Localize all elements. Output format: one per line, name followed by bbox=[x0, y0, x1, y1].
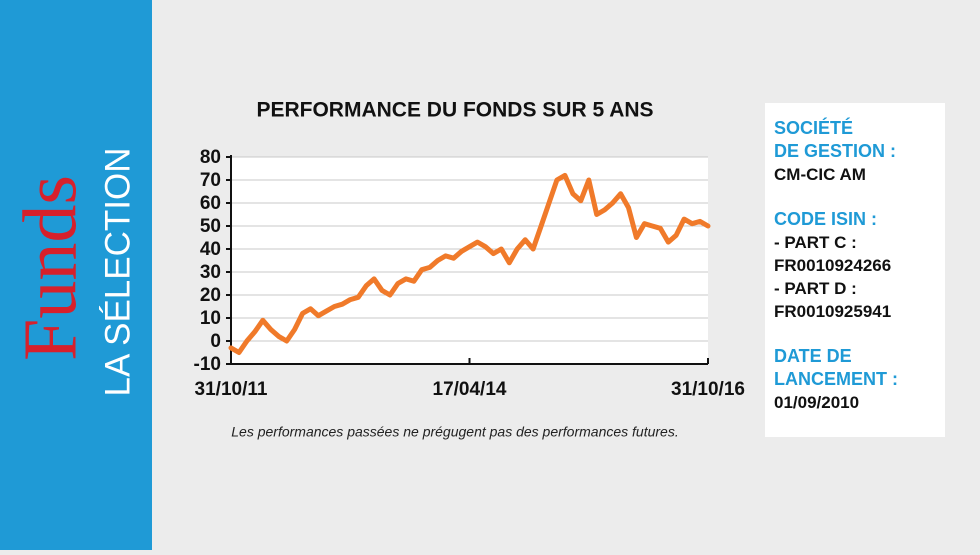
chart: PERFORMANCE DU FONDS SUR 5 ANS Les perfo… bbox=[194, 99, 745, 440]
y-tick-label: 50 bbox=[200, 216, 221, 237]
y-tick-label: 70 bbox=[200, 170, 221, 191]
x-tick-label: 17/04/14 bbox=[433, 379, 507, 400]
info-box: SOCIÉTÉ DE GESTION : CM-CIC AM CODE ISIN… bbox=[765, 103, 945, 437]
y-tick-label: 80 bbox=[200, 147, 221, 168]
y-tick-label: 60 bbox=[200, 193, 221, 214]
y-tick-label: -10 bbox=[194, 354, 221, 375]
chart-title: PERFORMANCE DU FONDS SUR 5 ANS bbox=[256, 99, 653, 122]
y-tick-label: 0 bbox=[210, 331, 221, 352]
info-label: DATE DE bbox=[774, 346, 852, 366]
y-tick-label: 30 bbox=[200, 262, 221, 283]
info-value: FR0010924266 bbox=[774, 256, 892, 275]
info-value: CM-CIC AM bbox=[774, 165, 866, 184]
info-value: 01/09/2010 bbox=[774, 393, 860, 412]
x-tick-label: 31/10/11 bbox=[195, 379, 268, 400]
info-value: - PART C : bbox=[774, 233, 857, 252]
info-value: - PART D : bbox=[774, 279, 857, 298]
info-label: DE GESTION : bbox=[774, 141, 897, 161]
info-value: FR0010925941 bbox=[774, 302, 892, 321]
banner-title: Funds bbox=[8, 175, 92, 361]
chart-note: Les performances passées ne prégugent pa… bbox=[231, 424, 678, 440]
data-line bbox=[228, 172, 711, 355]
info-label: SOCIÉTÉ bbox=[774, 118, 854, 138]
banner: Funds LA SÉLECTION bbox=[0, 0, 152, 550]
banner-subtitle: LA SÉLECTION bbox=[98, 148, 137, 397]
y-tick-label: 10 bbox=[200, 308, 221, 329]
info-label: LANCEMENT : bbox=[774, 369, 898, 389]
banner-svg: Funds LA SÉLECTION bbox=[8, 148, 137, 397]
x-tick-label: 31/10/16 bbox=[671, 379, 745, 400]
plot-area bbox=[231, 157, 708, 364]
y-tick-label: 40 bbox=[200, 239, 221, 260]
info-label: CODE ISIN : bbox=[774, 209, 878, 229]
y-tick-label: 20 bbox=[200, 285, 221, 306]
